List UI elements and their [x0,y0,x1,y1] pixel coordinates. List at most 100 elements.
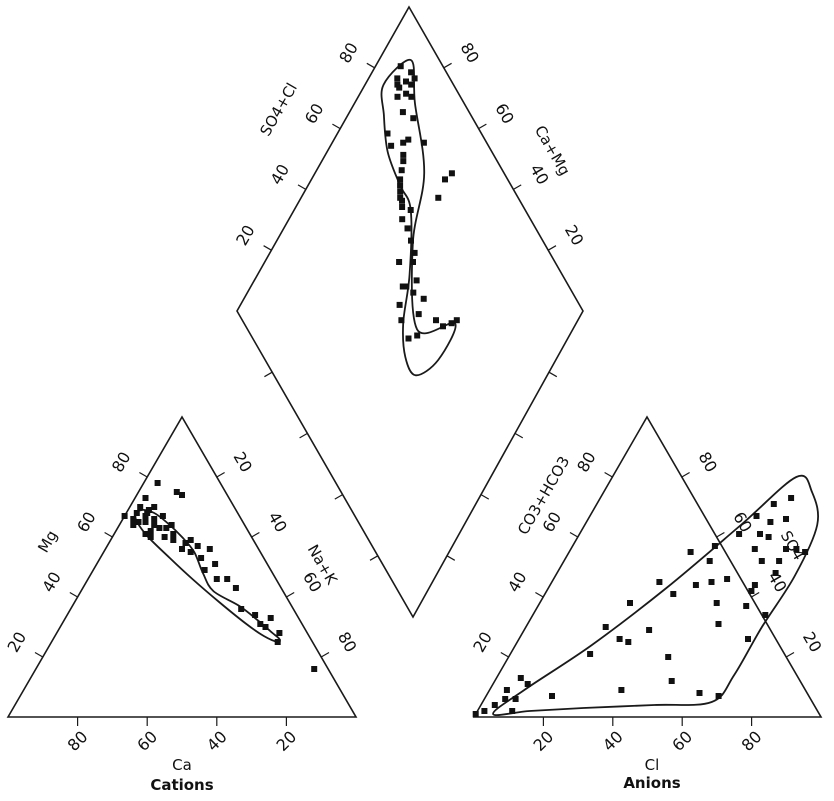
anion-sample-point [770,501,777,507]
diamond-sample-point [384,130,391,137]
diamond-sample-point [397,176,404,183]
diamond-sample-point [398,167,405,174]
cation-sample-point [121,513,128,519]
diamond-sample-point [398,317,405,324]
anion-sample-point [625,639,632,645]
diamond-upper-right-tick [513,184,522,190]
diamond-upper-right-tick-label: 40 [526,161,553,188]
diamond-upper-right-tick [478,123,487,130]
diamond-frame [236,5,584,619]
diamond-upper-left-tick-label: 20 [232,222,259,249]
anion-sample-point [783,516,789,522]
diamond-sample-point [404,225,411,232]
diamond-sample-point [405,136,412,143]
anion-sample-point [627,600,633,606]
anion-sample-point [793,546,800,552]
diamond-upper-right-tick [547,245,557,251]
cation-sample-point [182,540,189,546]
cation-sample-point [147,534,154,540]
anion-left-tick [604,471,613,478]
cation-caption: Cations [150,776,213,794]
diamond-upper-left-tick [366,62,375,69]
diamond-sample-point [400,139,407,146]
diamond-axis-label-upper-left: SO4+Cl [256,80,301,139]
anion-sample-point [751,546,758,552]
diamond-sample-point [415,311,422,318]
cation-ticks [34,471,330,726]
anion-sample-point [491,702,498,708]
cation-sample-point [142,519,149,525]
anion-sample-point [692,582,699,588]
anion-right-tick [716,531,725,538]
diamond-sample-point [397,194,404,201]
diamond-sample-point [410,115,417,122]
cation-right-tick-label: 80 [334,628,361,655]
diamond-points [384,63,460,342]
anion-sample-point [802,549,809,555]
diamond-lower-left-tick [334,494,343,500]
diamond-upper-left-tick [297,184,307,190]
anion-sample-point [758,558,765,564]
diamond-sample-point [411,75,418,82]
diamond-sample-point [403,90,410,97]
cation-sample-point [187,549,194,555]
anion-left-tick-label: 20 [469,628,496,655]
anion-sample-point [656,579,663,585]
anion-sample-point [715,621,722,627]
cation-right-tick [286,591,295,598]
cation-sample-point [198,555,205,561]
diamond-sample-point [410,259,416,265]
cation-sample-point [135,519,142,525]
cation-sample-point [232,585,239,591]
anion-sample-point [472,711,479,717]
cation-sample-point [170,531,177,537]
cation-left-tick [139,471,148,478]
cation-sample-point [224,576,231,582]
cation-sample-point [151,516,158,522]
anion-sample-point [502,696,509,702]
diamond-sample-point [408,81,415,88]
diamond-sample-point [400,151,407,158]
cation-sample-point [267,615,274,621]
anion-sample-point [668,678,675,684]
diamond-ticks [263,62,558,561]
cation-sample-point [179,546,185,552]
diamond-sample-point [433,317,439,324]
cation-sample-point [276,630,283,636]
diamond-sample-point [403,283,410,290]
anion-right-tick [785,651,795,658]
diamond-upper-left-tick-label: 40 [266,161,293,188]
anion-sample-point [587,651,594,657]
anion-right-tick-label: 20 [799,628,826,655]
anion-bottom-tick-label: 20 [529,727,557,755]
cation-sample-point [151,522,158,528]
anion-sample-point [783,546,789,552]
anion-axis-label-bottom: Cl [645,756,660,774]
cation-sample-point [159,513,166,519]
anion-triangle-frame [472,415,823,718]
anion-sample-point [670,591,677,597]
diamond-sample-point [399,283,406,290]
cation-bottom-tick-label: 40 [203,727,231,755]
cation-axis-label-bottom: Ca [172,756,192,774]
cation-points [121,480,318,672]
cation-sample-point [206,546,213,552]
cation-sample-point [194,543,201,549]
anion-sample-point [772,570,779,576]
diamond-sample-point [405,335,412,342]
anion-sample-point [602,624,609,630]
cation-bottom-tick-label: 80 [64,727,92,755]
cation-sample-point [130,522,137,528]
diamond-sample-point [400,158,407,165]
diamond-sample-point [396,84,403,91]
anion-left-tick [535,591,544,598]
cation-sample-point [154,480,161,486]
diamond-sample-point [442,176,448,183]
diamond-lower-left-tick [299,432,308,439]
anion-right-tick [751,591,760,598]
cation-sample-point [163,525,170,531]
diamond-sample-point [420,295,427,302]
